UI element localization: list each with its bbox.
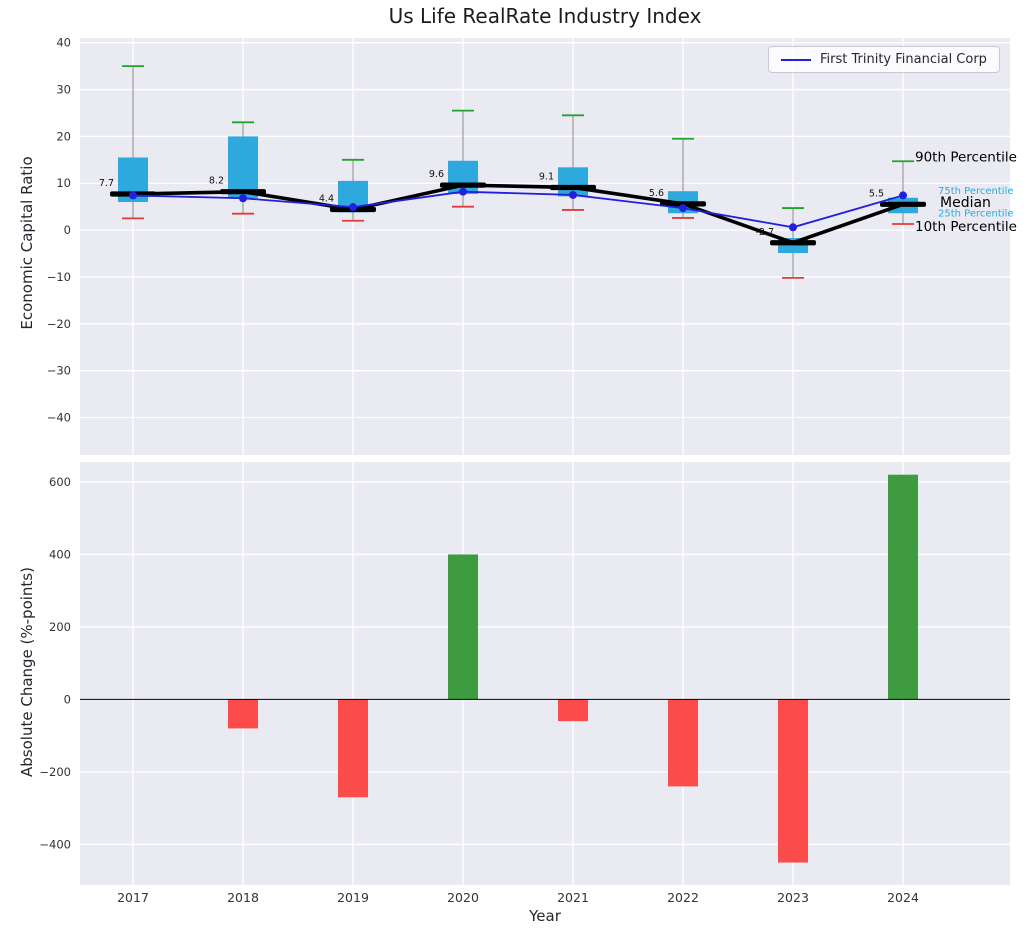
y-tick-label: 40 — [56, 36, 71, 50]
chart-title: Us Life RealRate Industry Index — [388, 4, 702, 28]
median-value-label: -2.7 — [755, 227, 774, 238]
company-line — [132, 190, 904, 229]
median-value-label: 9.1 — [539, 171, 554, 182]
y-tick-label: −40 — [47, 411, 71, 425]
median-marker — [880, 201, 926, 207]
x-tick-label: 2018 — [227, 890, 259, 905]
median-value-label: 4.4 — [319, 193, 334, 204]
legend: First Trinity Financial Corp — [768, 46, 1000, 73]
company-marker — [569, 190, 577, 199]
y-tick-label: −400 — [39, 837, 71, 851]
median-value-label: 7.7 — [99, 178, 114, 189]
median-value-label: 9.6 — [429, 169, 444, 180]
legend-line-sample-icon — [781, 58, 811, 61]
y-tick-label: −20 — [47, 317, 71, 331]
company-marker — [899, 191, 907, 200]
y-tick-label: −30 — [47, 364, 71, 378]
percentile-annotation: 90th Percentile — [915, 149, 1017, 165]
change-bar — [778, 699, 808, 863]
change-bar — [228, 699, 258, 729]
y-tick-label: 0 — [64, 692, 71, 706]
median-marker — [440, 182, 486, 188]
y-tick-label: −200 — [39, 765, 71, 779]
median-line — [132, 183, 904, 245]
x-tick-label: 2022 — [667, 890, 699, 905]
percentile-annotation: Median — [940, 195, 991, 211]
y-tick-label: 200 — [49, 620, 71, 634]
percentile-annotation: 10th Percentile — [915, 219, 1017, 235]
median-marker — [220, 189, 266, 195]
x-axis-label: Year — [529, 907, 561, 925]
company-marker — [129, 191, 137, 200]
x-tick-label: 2019 — [337, 890, 369, 905]
top-plot: 7.7 8.2 4.4 9.6 9.1 5.6 -2.7 5.5 90th Percentile… — [80, 38, 1017, 455]
percentile-annotation: 75th Percentile — [938, 186, 1014, 197]
company-marker — [349, 203, 357, 212]
bottom-y-axis-label: Absolute Change (%-points) — [18, 567, 36, 777]
median-marker — [550, 184, 596, 191]
x-tick-label: 2017 — [117, 890, 149, 905]
y-tick-label: 0 — [64, 223, 71, 237]
median-marker — [660, 201, 706, 207]
bottom-plot — [80, 462, 1010, 885]
y-tick-label: −10 — [47, 270, 71, 284]
change-bar — [448, 554, 478, 700]
x-tick-label: 2021 — [557, 890, 589, 905]
y-tick-label: 30 — [56, 83, 71, 97]
legend-label: First Trinity Financial Corp — [820, 52, 987, 67]
y-tick-label: 20 — [56, 129, 71, 143]
change-bar — [668, 699, 698, 787]
y-tick-label: 600 — [49, 475, 71, 489]
change-bar — [558, 699, 588, 722]
company-marker — [789, 223, 797, 232]
y-tick-label: 10 — [56, 176, 71, 190]
median-marker — [770, 240, 816, 246]
change-bar — [338, 699, 368, 798]
median-value-label: 8.2 — [209, 176, 224, 187]
median-value-label: 5.6 — [649, 188, 664, 199]
change-bar — [888, 474, 918, 700]
percentile-annotation: 25th Percentile — [938, 208, 1014, 219]
top-plot-background — [80, 38, 1010, 455]
iqr-box — [228, 136, 258, 199]
x-tick-label: 2020 — [447, 890, 479, 905]
top-y-axis-label: Economic Capital Ratio — [18, 156, 36, 330]
y-tick-label: 400 — [49, 547, 71, 561]
company-marker — [679, 204, 687, 213]
bottom-plot-background — [80, 462, 1010, 885]
company-marker — [459, 187, 467, 196]
median-value-label: 5.5 — [869, 188, 884, 199]
x-tick-label: 2023 — [777, 890, 809, 905]
x-tick-label: 2024 — [887, 890, 919, 905]
company-marker — [239, 194, 247, 203]
